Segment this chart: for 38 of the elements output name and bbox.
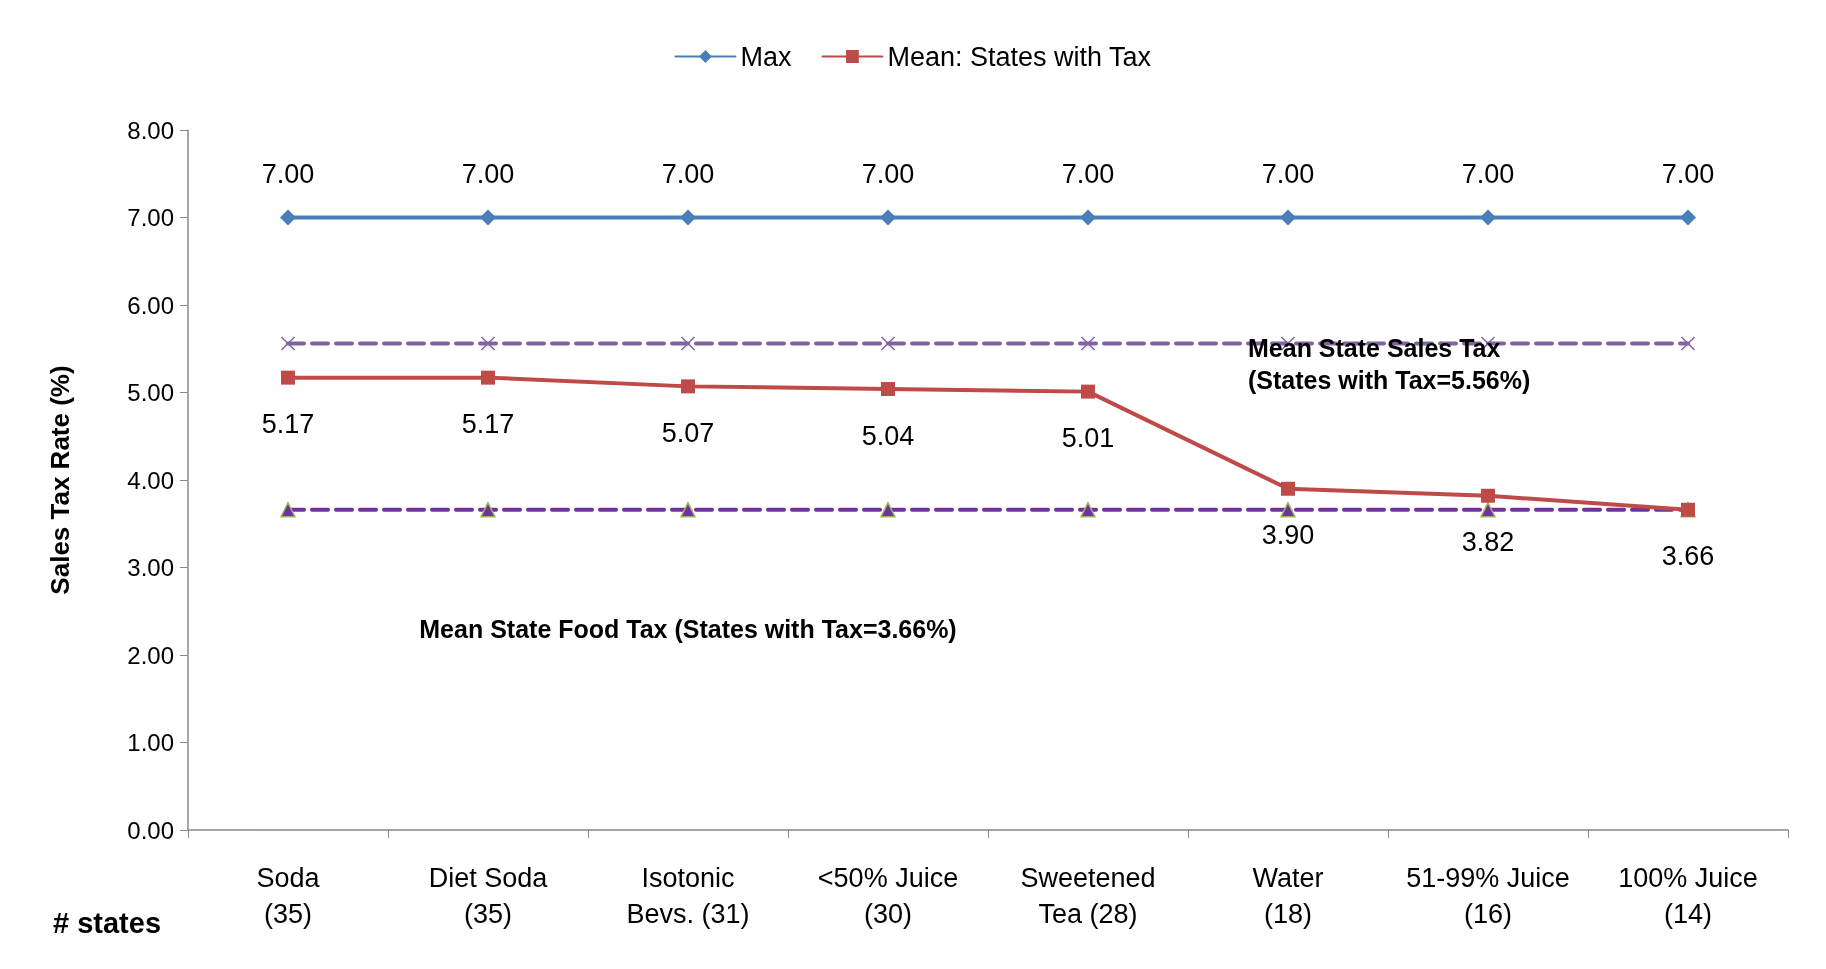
data-label: 5.01	[1061, 423, 1115, 454]
x-tick-label: 100% Juice (14)	[1618, 863, 1758, 929]
data-label: 7.00	[1461, 159, 1515, 189]
annotation: Mean State Food Tax (States with Tax=3.66%)	[419, 615, 957, 643]
legend-label: Mean: States with Tax	[887, 41, 1152, 72]
legend-label: Max	[740, 41, 792, 72]
y-tick-label: 4.00	[127, 466, 174, 494]
y-tick-label: 5.00	[127, 379, 174, 406]
x-tick-label: Diet Soda (35)	[428, 863, 549, 929]
y-axis-title: Sales Tax Rate (%)	[45, 365, 75, 595]
x-tick-label: <50% Juice (30)	[817, 863, 959, 929]
data-label: 7.00	[1661, 159, 1715, 189]
y-tick-label: 1.00	[127, 729, 174, 756]
data-label: 7.00	[661, 159, 715, 189]
data-label: 5.07	[661, 417, 715, 448]
data-label: 7.00	[1261, 159, 1315, 189]
x-tick-label: Soda (35)	[256, 863, 321, 929]
x-tick-label: Isotonic Bevs. (31)	[626, 863, 750, 929]
data-label: 5.04	[861, 420, 915, 451]
data-label: 7.00	[861, 159, 915, 189]
data-label: 5.17	[461, 409, 515, 440]
data-label: 5.17	[261, 409, 315, 440]
y-tick-label: 3.00	[127, 554, 174, 581]
data-label: 3.82	[1461, 527, 1515, 558]
y-tick-label: 6.00	[127, 291, 174, 319]
x-tick-label: Sweetened Tea (28)	[1020, 863, 1156, 929]
data-label: 3.90	[1261, 520, 1315, 551]
data-label: 7.00	[1061, 159, 1115, 189]
y-tick-label: 8.00	[127, 116, 174, 144]
text: # states	[53, 906, 162, 939]
x-tick-label: 51-99% Juice (16)	[1406, 863, 1570, 929]
data-label: 7.00	[261, 159, 315, 189]
data-label: 7.00	[461, 159, 515, 189]
y-tick-label: 2.00	[127, 641, 174, 669]
data-label: 3.66	[1661, 541, 1715, 572]
x-tick-label: Water (18)	[1252, 863, 1324, 929]
y-tick-label: 0.00	[127, 816, 174, 844]
y-tick-label: 7.00	[127, 204, 174, 231]
